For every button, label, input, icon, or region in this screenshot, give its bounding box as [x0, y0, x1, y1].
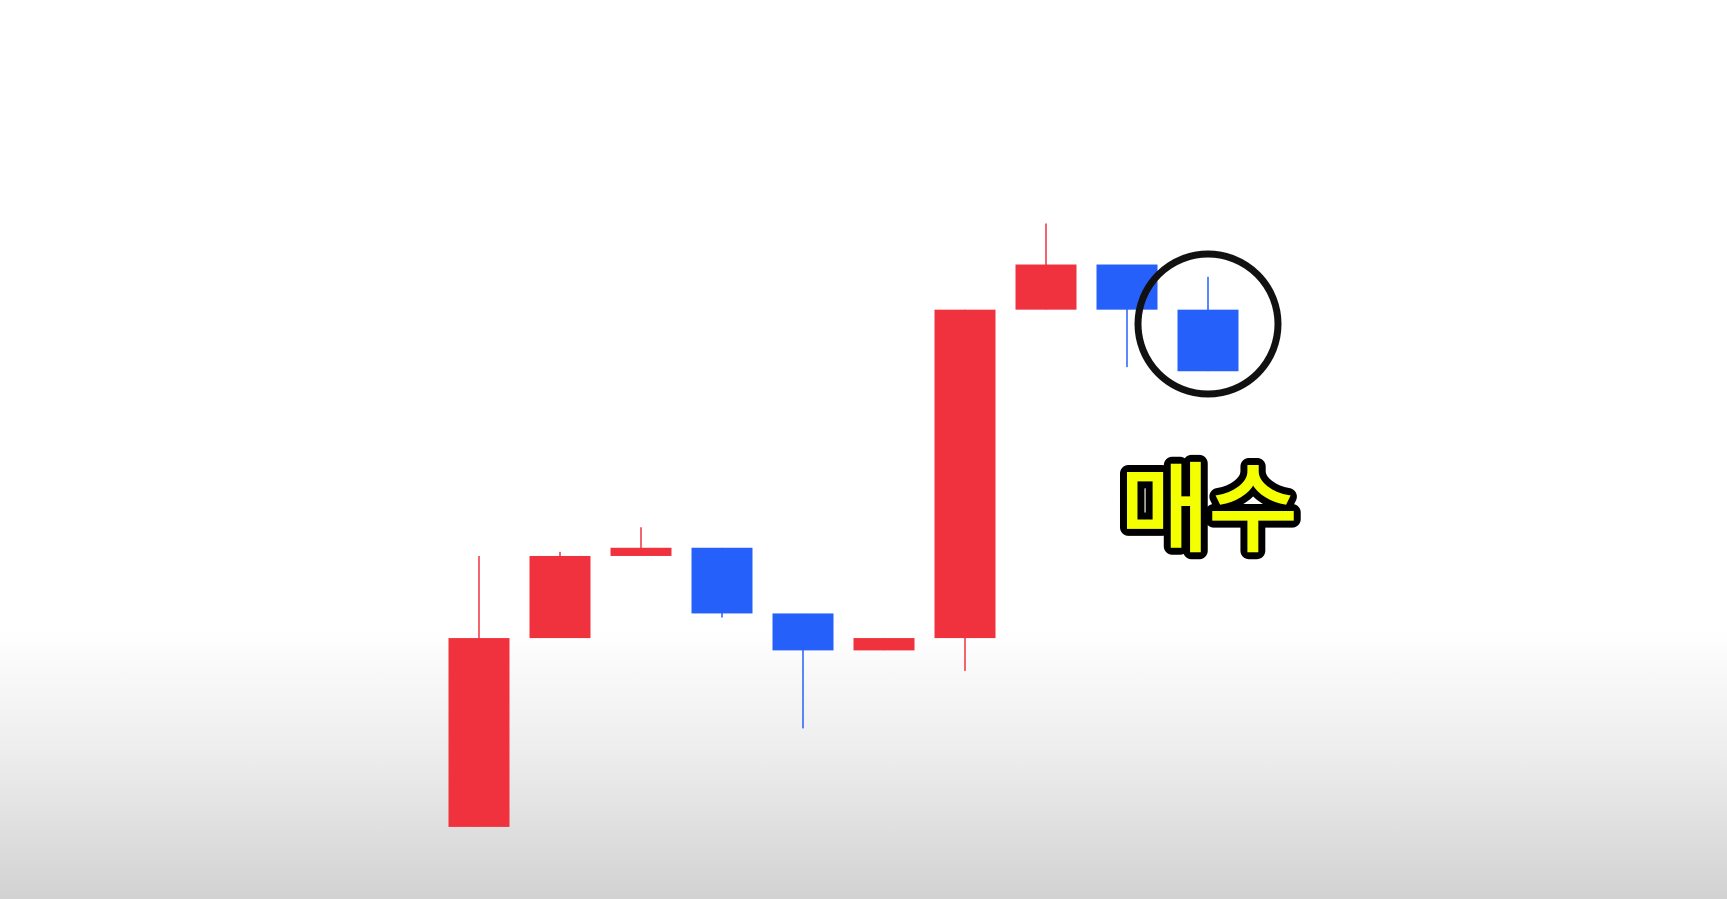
candle-body-8 — [1015, 264, 1077, 310]
candle-body-5 — [772, 613, 834, 651]
candle-body-1 — [448, 638, 510, 827]
candle-body-2 — [529, 555, 591, 639]
candle-body-10 — [1177, 309, 1239, 372]
candle-body-3 — [610, 547, 672, 556]
candle-body-4 — [691, 547, 753, 614]
buy-label: 매수 — [1121, 454, 1298, 566]
candle-body-7 — [934, 309, 996, 639]
candle-body-6 — [853, 638, 915, 651]
candles-group — [448, 223, 1239, 827]
highlight-circle — [1134, 250, 1282, 398]
annotations-group: 매수 — [1114, 250, 1304, 573]
